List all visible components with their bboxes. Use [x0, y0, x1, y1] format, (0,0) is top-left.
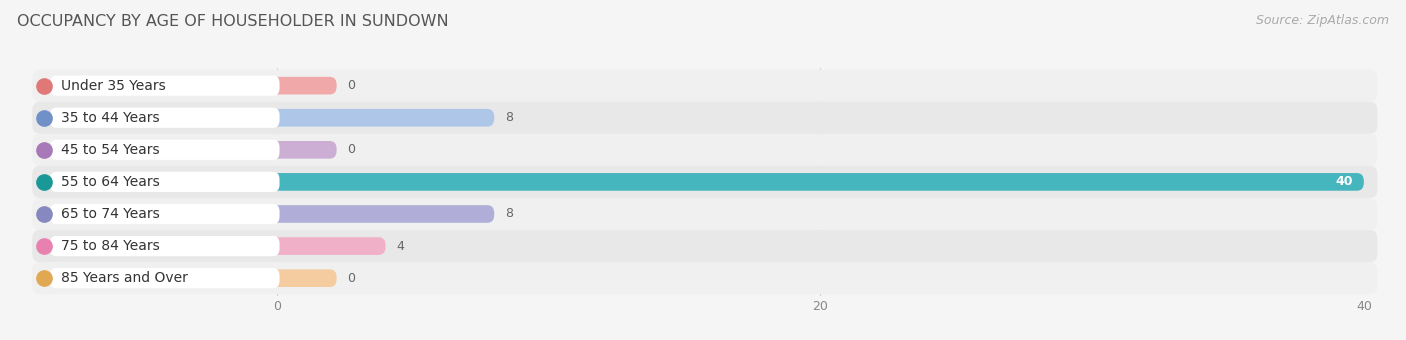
Text: 85 Years and Over: 85 Years and Over [60, 271, 187, 285]
Text: 4: 4 [396, 240, 405, 253]
FancyBboxPatch shape [51, 204, 280, 224]
FancyBboxPatch shape [46, 237, 385, 255]
FancyBboxPatch shape [46, 141, 336, 159]
FancyBboxPatch shape [32, 166, 1378, 198]
FancyBboxPatch shape [32, 70, 1378, 102]
FancyBboxPatch shape [51, 75, 280, 96]
FancyBboxPatch shape [32, 134, 1378, 166]
FancyBboxPatch shape [51, 140, 280, 160]
FancyBboxPatch shape [32, 262, 1378, 294]
Text: 8: 8 [505, 111, 513, 124]
Text: 55 to 64 Years: 55 to 64 Years [60, 175, 159, 189]
FancyBboxPatch shape [32, 102, 1378, 134]
Text: 45 to 54 Years: 45 to 54 Years [60, 143, 159, 157]
Text: 0: 0 [347, 143, 356, 156]
Text: 65 to 74 Years: 65 to 74 Years [60, 207, 159, 221]
Text: 8: 8 [505, 207, 513, 220]
FancyBboxPatch shape [51, 172, 280, 192]
FancyBboxPatch shape [32, 198, 1378, 230]
FancyBboxPatch shape [46, 109, 495, 126]
FancyBboxPatch shape [51, 236, 280, 256]
Text: Under 35 Years: Under 35 Years [60, 79, 166, 92]
Text: 0: 0 [347, 79, 356, 92]
FancyBboxPatch shape [46, 269, 336, 287]
FancyBboxPatch shape [46, 173, 1364, 191]
Text: 35 to 44 Years: 35 to 44 Years [60, 111, 159, 125]
Text: 0: 0 [347, 272, 356, 285]
Text: 75 to 84 Years: 75 to 84 Years [60, 239, 159, 253]
FancyBboxPatch shape [32, 230, 1378, 262]
FancyBboxPatch shape [46, 205, 495, 223]
FancyBboxPatch shape [51, 268, 280, 288]
Text: 40: 40 [1336, 175, 1353, 188]
FancyBboxPatch shape [51, 108, 280, 128]
Text: OCCUPANCY BY AGE OF HOUSEHOLDER IN SUNDOWN: OCCUPANCY BY AGE OF HOUSEHOLDER IN SUNDO… [17, 14, 449, 29]
FancyBboxPatch shape [46, 77, 336, 95]
Text: Source: ZipAtlas.com: Source: ZipAtlas.com [1256, 14, 1389, 27]
